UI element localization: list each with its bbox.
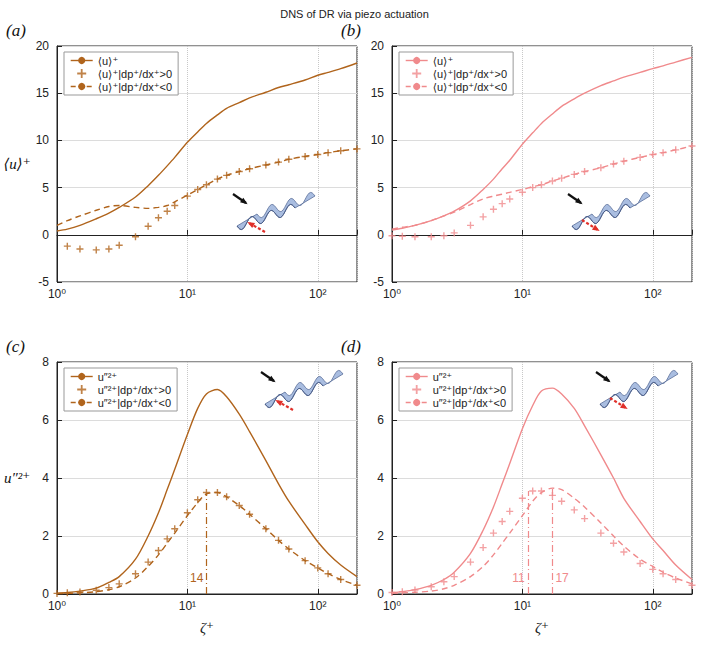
svg-text:-5: -5 <box>373 275 384 289</box>
svg-text:10¹: 10¹ <box>179 287 196 301</box>
svg-text:8: 8 <box>377 355 384 369</box>
svg-text:u″²⁺|dp⁺/dx⁺<0: u″²⁺|dp⁺/dx⁺<0 <box>98 397 171 409</box>
svg-text:u″²⁺: u″²⁺ <box>4 470 30 486</box>
svg-text:5: 5 <box>377 181 384 195</box>
svg-text:-5: -5 <box>38 275 49 289</box>
svg-text:10: 10 <box>371 133 385 147</box>
svg-text:⟨u⟩⁺: ⟨u⟩⁺ <box>3 156 30 172</box>
svg-text:10¹: 10¹ <box>179 599 196 613</box>
svg-text:⟨u⟩⁺: ⟨u⟩⁺ <box>433 55 454 67</box>
svg-text:6: 6 <box>377 413 384 427</box>
svg-text:10: 10 <box>36 133 50 147</box>
svg-text:10¹: 10¹ <box>514 287 531 301</box>
svg-text:DNS of DR via piezo actuation: DNS of DR via piezo actuation <box>280 8 429 20</box>
svg-text:15: 15 <box>371 86 385 100</box>
svg-text:10⁰: 10⁰ <box>383 287 401 301</box>
svg-text:0: 0 <box>42 587 49 601</box>
svg-text:20: 20 <box>371 39 385 53</box>
svg-text:u″²⁺|dp⁺/dx⁺>0: u″²⁺|dp⁺/dx⁺>0 <box>98 384 171 396</box>
svg-text:10¹: 10¹ <box>514 599 531 613</box>
svg-text:10²: 10² <box>309 287 326 301</box>
svg-text:u″²⁺|dp⁺/dx⁺>0: u″²⁺|dp⁺/dx⁺>0 <box>433 384 506 396</box>
svg-text:6: 6 <box>42 413 49 427</box>
svg-text:11: 11 <box>512 571 525 585</box>
svg-text:8: 8 <box>42 355 49 369</box>
svg-text:14: 14 <box>190 571 204 585</box>
svg-text:0: 0 <box>377 228 384 242</box>
svg-text:u″²⁺|dp⁺/dx⁺<0: u″²⁺|dp⁺/dx⁺<0 <box>433 397 506 409</box>
svg-text:17: 17 <box>555 571 569 585</box>
svg-text:10⁰: 10⁰ <box>48 599 66 613</box>
svg-text:2: 2 <box>42 529 49 543</box>
svg-text:10⁰: 10⁰ <box>383 599 401 613</box>
svg-text:u″²⁺: u″²⁺ <box>98 371 118 383</box>
svg-text:ζ⁺: ζ⁺ <box>200 620 214 636</box>
svg-text:(c): (c) <box>6 337 25 356</box>
svg-text:⟨u⟩⁺: ⟨u⟩⁺ <box>98 55 119 67</box>
svg-text:(b): (b) <box>341 21 361 40</box>
svg-text:2: 2 <box>377 529 384 543</box>
svg-text:4: 4 <box>42 471 49 485</box>
svg-text:4: 4 <box>377 471 384 485</box>
svg-text:ζ⁺: ζ⁺ <box>535 620 549 636</box>
svg-text:10⁰: 10⁰ <box>48 287 66 301</box>
svg-text:15: 15 <box>36 86 50 100</box>
svg-text:u″²⁺: u″²⁺ <box>433 371 453 383</box>
svg-text:⟨u⟩⁺|dp⁺/dx⁺<0: ⟨u⟩⁺|dp⁺/dx⁺<0 <box>98 81 172 93</box>
svg-text:5: 5 <box>42 181 49 195</box>
svg-text:10²: 10² <box>644 287 661 301</box>
svg-text:(d): (d) <box>341 337 361 356</box>
svg-text:0: 0 <box>42 228 49 242</box>
svg-text:0: 0 <box>377 587 384 601</box>
svg-text:⟨u⟩⁺|dp⁺/dx⁺>0: ⟨u⟩⁺|dp⁺/dx⁺>0 <box>98 68 172 80</box>
svg-text:⟨u⟩⁺|dp⁺/dx⁺<0: ⟨u⟩⁺|dp⁺/dx⁺<0 <box>433 81 507 93</box>
svg-text:10²: 10² <box>309 599 326 613</box>
svg-text:(a): (a) <box>6 21 26 40</box>
svg-text:10²: 10² <box>644 599 661 613</box>
svg-text:⟨u⟩⁺|dp⁺/dx⁺>0: ⟨u⟩⁺|dp⁺/dx⁺>0 <box>433 68 507 80</box>
svg-text:20: 20 <box>36 39 50 53</box>
